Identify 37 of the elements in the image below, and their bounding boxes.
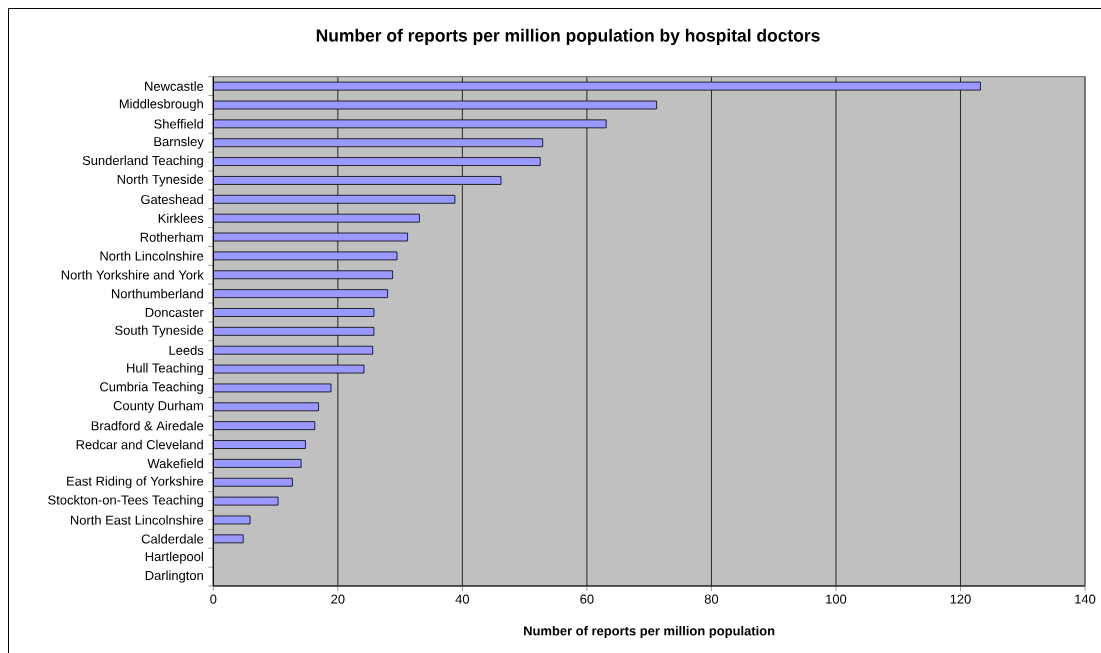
y-tick-label: Sunderland Teaching bbox=[82, 155, 203, 168]
x-tick-label: 20 bbox=[331, 594, 345, 604]
y-tick-label: Rotherham bbox=[140, 232, 203, 242]
y-tick-label: Sheffield bbox=[154, 119, 203, 129]
x-tick-label: 140 bbox=[1075, 594, 1096, 604]
x-tick-label: 80 bbox=[704, 594, 719, 604]
x-axis-title: Number of reports per million population bbox=[524, 625, 775, 639]
y-tick-label: Gateshead bbox=[141, 194, 203, 205]
chart-title: Number of reports per million population by hospital doctors bbox=[316, 28, 820, 46]
y-tick-label: Leeds bbox=[169, 345, 204, 355]
y-tick-label: Newcastle bbox=[145, 81, 204, 91]
y-tick-label: Northumberland bbox=[111, 288, 203, 299]
x-tick-label: 40 bbox=[455, 594, 470, 604]
y-tick-label: Bradford & Airedale bbox=[91, 420, 204, 431]
y-tick-label: Stockton-on-Tees Teaching bbox=[48, 495, 203, 508]
y-tick-label: Cumbria Teaching bbox=[100, 381, 203, 394]
x-tick-label: 0 bbox=[210, 594, 217, 604]
y-tick-label: Calderdale bbox=[141, 534, 204, 544]
x-tick-label: 60 bbox=[580, 594, 594, 604]
y-tick-label: Doncaster bbox=[145, 307, 204, 317]
y-tick-label: North East Lincolnshire bbox=[70, 515, 204, 525]
y-tick-label: North Lincolnshire bbox=[100, 251, 204, 261]
y-tick-label: Hartlepool bbox=[145, 551, 203, 564]
y-tick-label: South Tyneside bbox=[115, 325, 204, 338]
y-tick-label: Kirklees bbox=[158, 213, 204, 223]
y-tick-label: East Riding of Yorkshire bbox=[67, 476, 204, 489]
y-tick-label: Hull Teaching bbox=[127, 363, 203, 376]
y-tick-label: Middlesbrough bbox=[119, 98, 203, 112]
y-tick-label: County Durham bbox=[113, 400, 203, 413]
y-tick-label: North Yorkshire and York bbox=[61, 269, 204, 280]
x-tick-label: 100 bbox=[826, 594, 847, 604]
x-tick-label: 120 bbox=[950, 594, 971, 604]
y-tick-label: Wakefield bbox=[147, 458, 203, 469]
y-tick-label: Darlington bbox=[145, 570, 203, 583]
y-tick-label: Redcar and Cleveland bbox=[76, 439, 203, 450]
y-tick-label: North Tyneside bbox=[117, 174, 204, 187]
y-tick-label: Barnsley bbox=[154, 136, 204, 149]
